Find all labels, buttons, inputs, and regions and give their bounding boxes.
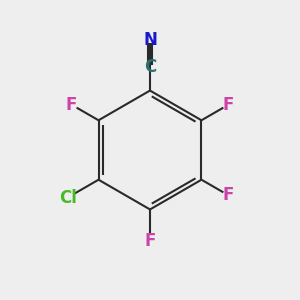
Text: F: F: [144, 232, 156, 250]
Text: F: F: [223, 186, 234, 204]
Text: C: C: [144, 58, 156, 76]
Text: N: N: [143, 31, 157, 49]
Text: F: F: [66, 96, 77, 114]
Text: Cl: Cl: [59, 189, 76, 207]
Text: F: F: [223, 96, 234, 114]
